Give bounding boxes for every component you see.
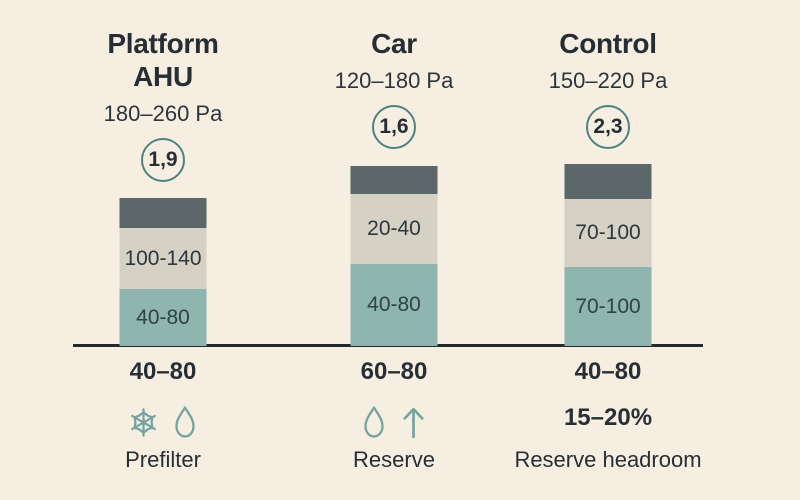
ratio-value: 1,9 <box>148 147 178 171</box>
column-title: Car <box>274 28 514 61</box>
column-platform-ahu: Platform AHU 180–260 Pa 1,9 100-140 40-80… <box>43 0 283 500</box>
stacked-bar: 100-140 40-80 <box>119 198 207 346</box>
column-title: Control <box>488 28 728 61</box>
footer-label: Reserve <box>353 447 435 472</box>
baseline-value: 40–80 <box>129 358 197 385</box>
title-line-1: Control <box>559 28 657 59</box>
bar-segment-bottom: 70-100 <box>564 267 652 346</box>
column-control: Control 150–220 Pa 2,3 70-100 70-100 40–… <box>488 0 728 500</box>
droplet-icon <box>175 405 195 438</box>
title-line-1: Platform <box>107 28 219 59</box>
footer-label: Prefilter <box>125 447 201 472</box>
column-title: Platform AHU <box>43 28 283 94</box>
droplet-icon <box>364 405 384 438</box>
bar-segment-middle: 20-40 <box>350 194 438 264</box>
ratio-value: 1,6 <box>379 114 409 138</box>
headroom-percentage: 15–20% <box>563 404 653 431</box>
footer-label: Reserve headroom <box>514 447 702 472</box>
ratio-value: 2,3 <box>593 114 623 138</box>
title-line-1: Car <box>371 28 417 59</box>
ratio-badge: 1,9 <box>141 137 185 182</box>
pressure-range-label: 120–180 Pa <box>334 67 454 93</box>
pressure-range-label: 180–260 Pa <box>103 100 223 126</box>
pressure-range-label: 150–220 Pa <box>548 67 668 93</box>
snowflake-icon <box>131 407 156 437</box>
bar-segment-top <box>350 166 438 194</box>
bar-segment-bottom: 40-80 <box>119 289 207 346</box>
bar-segment-bottom: 40-80 <box>350 264 438 346</box>
footer-icons <box>274 398 514 446</box>
stacked-bar: 70-100 70-100 <box>564 164 652 346</box>
column-car: Car 120–180 Pa 1,6 20-40 40-80 60–80 Res… <box>274 0 514 500</box>
bar-segment-top <box>564 164 652 199</box>
bar-segment-top <box>119 198 207 228</box>
ratio-badge: 2,3 <box>586 104 630 149</box>
footer-icons <box>43 398 283 446</box>
stacked-bar: 20-40 40-80 <box>350 166 438 346</box>
title-line-2: AHU <box>133 60 193 92</box>
arrow-up-icon <box>403 407 424 438</box>
baseline-value: 40–80 <box>574 358 642 385</box>
bar-segment-middle: 100-140 <box>119 228 207 289</box>
baseline-value: 60–80 <box>360 358 428 385</box>
bar-segment-middle: 70-100 <box>564 199 652 267</box>
ratio-badge: 1,6 <box>372 104 416 149</box>
